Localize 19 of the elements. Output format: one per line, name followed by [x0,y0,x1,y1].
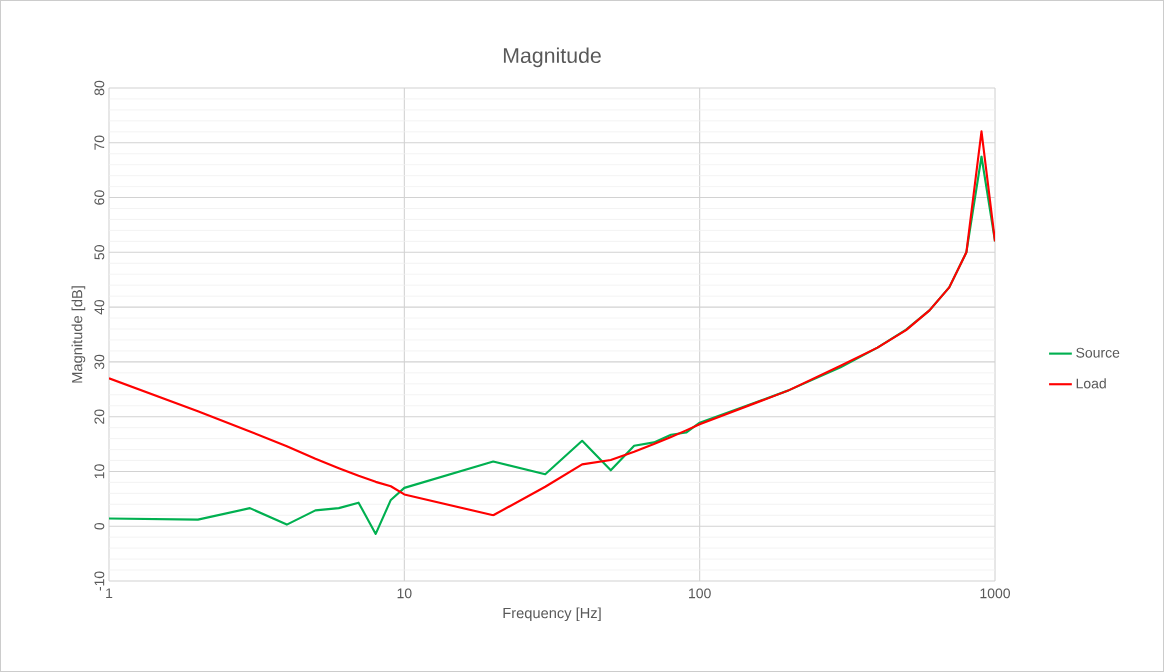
x-tick-label: 10 [397,588,412,599]
y-tick-label: 0 [94,522,105,530]
x-tick-label: 100 [689,588,711,599]
x-tick-label: 1 [106,588,113,599]
y-axis-title: Magnitude [dB] [71,286,86,383]
legend-label: Load [1076,378,1106,389]
y-tick-label: -10 [94,571,105,591]
x-tick-label: 1000 [980,588,1011,599]
y-tick-label: 50 [94,245,105,260]
y-tick-label: 70 [94,135,105,150]
chart-title: Magnitude [503,47,601,68]
legend-label: Source [1076,347,1120,358]
y-tick-label: 80 [94,80,105,96]
x-axis-title: Frequency [Hz] [503,607,601,622]
y-tick-label: 10 [94,464,105,479]
y-tick-label: 60 [94,190,105,205]
y-tick-label: 20 [94,409,105,424]
y-tick-label: 40 [94,299,105,315]
y-tick-label: 30 [94,354,105,370]
